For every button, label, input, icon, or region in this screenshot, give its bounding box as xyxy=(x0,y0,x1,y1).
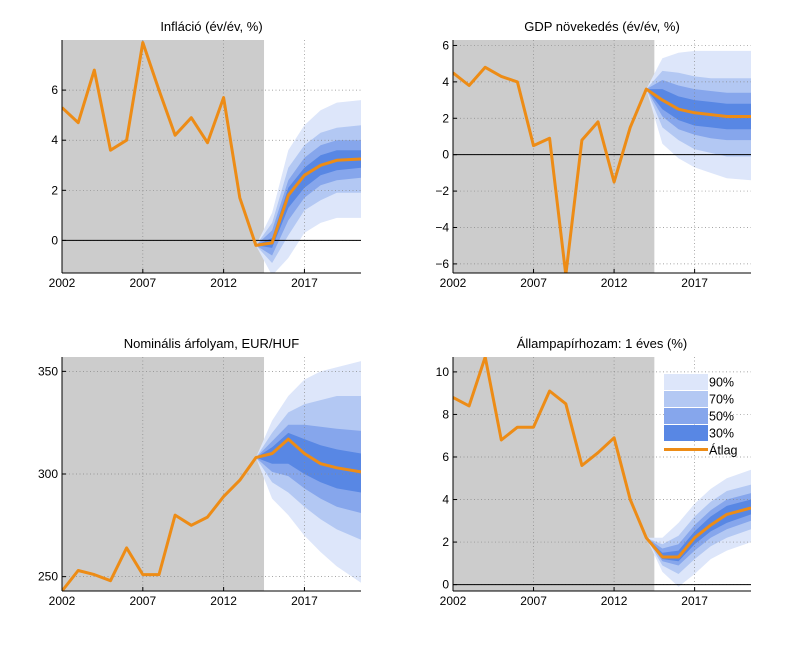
x-tick-label: 2002 xyxy=(49,276,76,290)
mean-line xyxy=(453,357,751,559)
mean-line xyxy=(62,41,361,247)
y-tick-label: 4 xyxy=(51,133,58,147)
legend-swatch xyxy=(664,391,708,407)
x-tick-label: 2002 xyxy=(49,594,76,608)
x-tick-label: 2007 xyxy=(520,276,547,290)
chart-legend: 90% 70% 50% 30% Átlag xyxy=(664,374,738,458)
y-tick-label: 250 xyxy=(38,570,58,584)
plot-area xyxy=(62,40,361,273)
y-tick-label: 4 xyxy=(442,493,449,507)
plot-area xyxy=(62,357,361,591)
y-tick-label: 2 xyxy=(442,535,449,549)
legend-label: Átlag xyxy=(709,443,738,458)
y-tick-label: 4 xyxy=(442,75,449,89)
y-tick-label: 6 xyxy=(51,83,58,97)
chart-title: GDP növekedés (év/év, %) xyxy=(524,19,680,34)
y-tick-label: 300 xyxy=(38,467,58,481)
y-tick-label: 2 xyxy=(51,183,58,197)
x-tick-label: 2017 xyxy=(681,276,708,290)
legend-item: 30% xyxy=(664,425,734,441)
x-tick-label: 2012 xyxy=(210,594,237,608)
fan-band-30 xyxy=(646,89,751,130)
inflation-panel: 2002 2007 2012 2017 0 2 4 6 Infláció (év/év, %) xyxy=(49,19,361,290)
y-tick-label: 6 xyxy=(442,450,449,464)
legend-label: 90% xyxy=(709,376,734,390)
x-tick-label: 2007 xyxy=(129,594,156,608)
y-tick-label: 10 xyxy=(436,365,450,379)
x-tick-label: 2012 xyxy=(601,276,628,290)
mean-line xyxy=(453,65,751,273)
legend-swatch xyxy=(664,408,708,424)
chart-title: Nominális árfolyam, EUR/HUF xyxy=(124,336,300,351)
legend-item: 70% xyxy=(664,391,734,407)
y-tick-label: 6 xyxy=(442,38,449,52)
exchange-rate-panel: 2002 2007 2012 2017 250 300 350 Nominális árfol… xyxy=(38,336,361,608)
legend-label: 50% xyxy=(709,410,734,424)
mean-line xyxy=(62,437,361,591)
y-tick-label: −6 xyxy=(435,257,449,271)
x-tick-label: 2012 xyxy=(210,276,237,290)
legend-item: 50% xyxy=(664,408,734,424)
legend-swatch xyxy=(664,425,708,441)
x-tick-label: 2017 xyxy=(291,276,318,290)
x-tick-label: 2002 xyxy=(440,594,467,608)
chart-title: Állampapírhozam: 1 éves (%) xyxy=(517,336,688,351)
grid xyxy=(453,40,751,273)
history-shade xyxy=(453,40,655,273)
y-tick-label: −4 xyxy=(435,220,449,234)
y-tick-label: 2 xyxy=(442,111,449,125)
x-tick-label: 2012 xyxy=(601,594,628,608)
gdp-growth-panel: 2002 2007 2012 2017 −6 −4 −2 0 2 4 6 GDP növekedés … xyxy=(435,19,751,290)
x-tick-label: 2017 xyxy=(291,594,318,608)
legend-label: 30% xyxy=(709,427,734,441)
legend-item: 90% xyxy=(664,374,734,390)
x-tick-label: 2002 xyxy=(440,276,467,290)
x-tick-label: 2007 xyxy=(129,276,156,290)
chart-title: Infláció (év/év, %) xyxy=(160,19,262,34)
legend-item: Átlag xyxy=(664,443,738,458)
fan-band-30 xyxy=(255,432,361,493)
y-tick-label: 0 xyxy=(442,578,449,592)
x-tick-label: 2017 xyxy=(681,594,708,608)
plot-area xyxy=(453,40,751,273)
y-tick-label: 0 xyxy=(51,233,58,247)
government-yield-panel: 2002 2007 2012 2017 0 2 4 6 8 10 Állampapírhozam: … xyxy=(436,336,751,608)
x-tick-label: 2007 xyxy=(520,594,547,608)
y-tick-label: 0 xyxy=(442,148,449,162)
y-tick-label: 8 xyxy=(442,407,449,421)
y-tick-label: 350 xyxy=(38,364,58,378)
plot-area xyxy=(453,357,751,591)
legend-swatch xyxy=(664,374,708,390)
legend-label: 70% xyxy=(709,393,734,407)
y-tick-label: −2 xyxy=(435,184,449,198)
